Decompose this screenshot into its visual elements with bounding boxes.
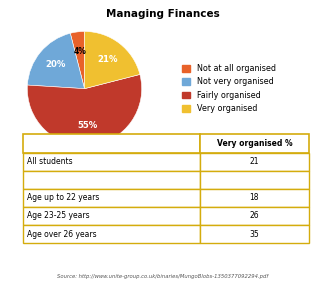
Bar [23,189,200,207]
Text: 55%: 55% [78,121,98,130]
Bar [200,171,309,189]
Text: Managing Finances: Managing Finances [106,9,219,19]
Bar [23,171,200,189]
Wedge shape [27,74,142,146]
Text: 21%: 21% [97,55,118,64]
Text: Very organised %: Very organised % [216,139,292,148]
Wedge shape [27,33,84,89]
Text: Age over 26 years: Age over 26 years [27,230,97,239]
Wedge shape [70,31,84,89]
Text: 4%: 4% [73,47,86,56]
Text: Age 23-25 years: Age 23-25 years [27,211,90,221]
Text: www.IELTS-exam.net: www.IELTS-exam.net [56,179,113,184]
Bar [200,189,309,207]
Bar [200,134,309,152]
Wedge shape [84,31,140,89]
Bar [200,207,309,225]
Text: 26: 26 [250,211,259,221]
Text: All students: All students [27,157,73,166]
Legend: Not at all organised, Not very organised, Fairly organised, Very organised: Not at all organised, Not very organised… [181,62,277,115]
Bar [23,225,200,243]
Text: Age up to 22 years: Age up to 22 years [27,193,99,202]
Text: 35: 35 [250,230,259,239]
Text: Source: http://www.unite-group.co.uk/binaries/MungoBlobs-1350377092294.pdf: Source: http://www.unite-group.co.uk/bin… [57,274,268,279]
Text: 20%: 20% [46,60,66,69]
Bar [23,207,200,225]
Bar [200,225,309,243]
Bar [23,134,200,152]
Text: 21: 21 [250,157,259,166]
Bar [23,152,200,171]
Text: 18: 18 [250,193,259,202]
Bar [200,152,309,171]
